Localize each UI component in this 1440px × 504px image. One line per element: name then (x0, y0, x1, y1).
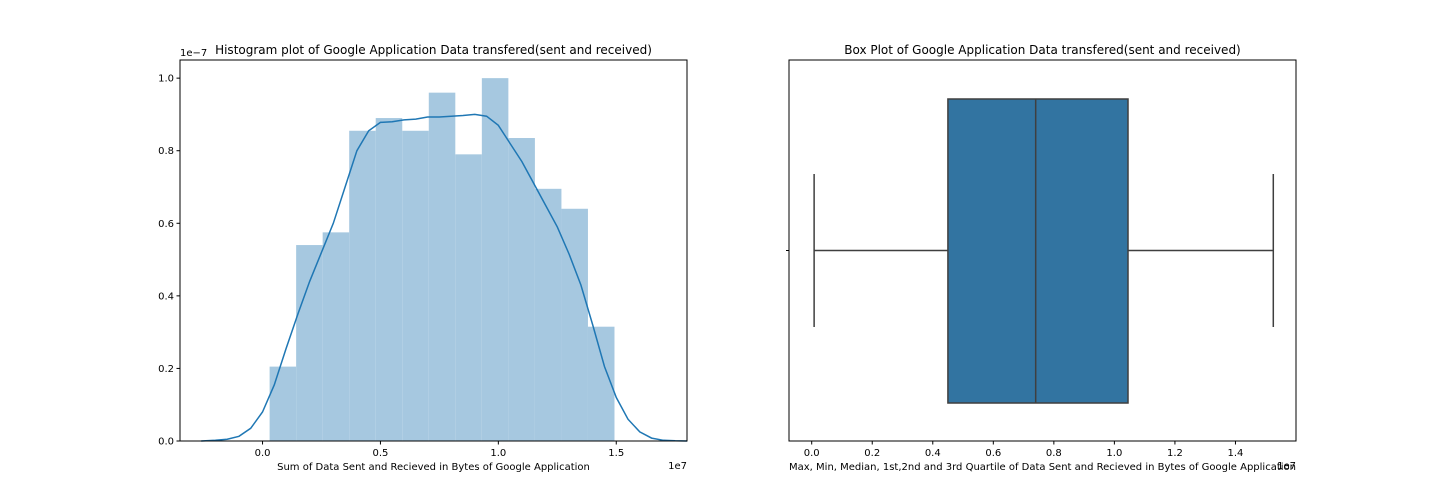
histogram-bar (349, 130, 376, 441)
box-x-tick-label: 0.6 (985, 448, 1001, 459)
box-x-ticks: 0.0 0.2 0.4 0.6 0.8 1.0 1.2 1.4 (804, 441, 1244, 459)
histogram-bars (269, 78, 615, 442)
box-x-label: Max, Min, Median, 1st,2nd and 3rd Quarti… (789, 462, 1296, 473)
histogram-bar (269, 366, 297, 441)
histogram-bar (534, 188, 562, 441)
histogram-x-offset-label: 1e7 (668, 461, 687, 472)
histogram-bar (296, 245, 323, 441)
histogram-bar (455, 154, 482, 442)
box-x-tick-label: 1.4 (1228, 448, 1244, 459)
histogram-y-tick-label: 0.2 (158, 364, 174, 375)
histogram-chart: 0.0 0.5 1.0 1.5 0.0 0.2 0.4 0.6 0.8 1.0 Histogra… (158, 43, 688, 473)
histogram-y-tick-label: 0.0 (158, 437, 174, 448)
histogram-bar (322, 232, 350, 441)
histogram-title: Histogram plot of Google Application Dat… (215, 43, 652, 57)
histogram-x-label: Sum of Data Sent and Recieved in Bytes o… (277, 462, 590, 473)
histogram-x-tick-label: 0.0 (255, 448, 271, 459)
histogram-bar (375, 118, 403, 442)
histogram-y-ticks: 0.0 0.2 0.4 0.6 0.8 1.0 (158, 74, 180, 448)
histogram-bar (481, 78, 509, 442)
box-x-tick-label: 1.2 (1167, 448, 1183, 459)
histogram-bar (428, 92, 456, 442)
histogram-x-tick-label: 1.0 (490, 448, 506, 459)
histogram-y-tick-label: 0.4 (158, 291, 174, 302)
histogram-bar (561, 208, 588, 441)
histogram-y-tick-label: 1.0 (158, 74, 174, 85)
histogram-y-tick-label: 0.6 (158, 219, 174, 230)
histogram-x-ticks: 0.0 0.5 1.0 1.5 (255, 441, 624, 459)
histogram-bar (508, 138, 535, 441)
box-iqr (947, 98, 1129, 404)
box-x-tick-label: 0.2 (864, 448, 880, 459)
box-x-tick-label: 0.4 (925, 448, 941, 459)
box-plot-chart: 0.0 0.2 0.4 0.6 0.8 1.0 1.2 1.4 Box Plot of Goo… (786, 43, 1297, 473)
histogram-bar (402, 130, 429, 441)
kde-curve (201, 113, 688, 442)
histogram-x-tick-label: 1.5 (608, 448, 624, 459)
box-x-tick-label: 1.0 (1106, 448, 1122, 459)
box-x-tick-label: 0.0 (804, 448, 820, 459)
histogram-bar (587, 326, 615, 441)
histogram-axes-frame (179, 59, 688, 442)
histogram-y-tick-label: 0.8 (158, 146, 174, 157)
box-x-tick-label: 0.8 (1046, 448, 1062, 459)
histogram-x-tick-label: 0.5 (372, 448, 388, 459)
box-x-offset-label: 1e7 (1277, 461, 1296, 472)
box-title: Box Plot of Google Application Data tran… (844, 43, 1241, 57)
histogram-y-offset-label: 1e−7 (180, 48, 207, 59)
